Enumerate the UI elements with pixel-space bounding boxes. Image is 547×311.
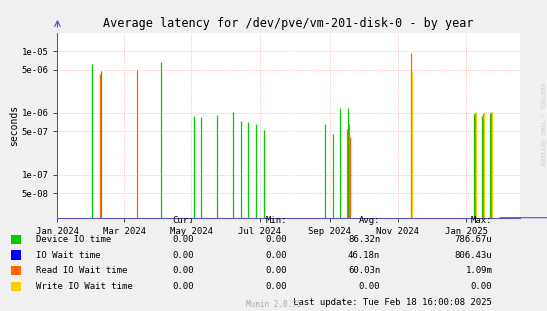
Text: 0.00: 0.00 xyxy=(471,282,492,291)
Text: 86.32n: 86.32n xyxy=(348,235,380,244)
Text: 60.03n: 60.03n xyxy=(348,266,380,275)
Text: Write IO Wait time: Write IO Wait time xyxy=(36,282,132,291)
Text: 0.00: 0.00 xyxy=(266,251,287,259)
Text: Last update: Tue Feb 18 16:00:08 2025: Last update: Tue Feb 18 16:00:08 2025 xyxy=(293,298,492,307)
Y-axis label: seconds: seconds xyxy=(9,104,19,146)
Title: Average latency for /dev/pve/vm-201-disk-0 - by year: Average latency for /dev/pve/vm-201-disk… xyxy=(103,17,474,30)
Text: Max:: Max: xyxy=(471,216,492,225)
Text: 46.18n: 46.18n xyxy=(348,251,380,259)
Text: 806.43u: 806.43u xyxy=(455,251,492,259)
Text: Cur:: Cur: xyxy=(173,216,194,225)
Text: IO Wait time: IO Wait time xyxy=(36,251,100,259)
Text: 786.67u: 786.67u xyxy=(455,235,492,244)
Text: Read IO Wait time: Read IO Wait time xyxy=(36,266,127,275)
Text: Munin 2.0.75: Munin 2.0.75 xyxy=(246,300,301,309)
Text: 0.00: 0.00 xyxy=(173,251,194,259)
Text: Device IO time: Device IO time xyxy=(36,235,111,244)
Text: 0.00: 0.00 xyxy=(359,282,380,291)
Text: Avg:: Avg: xyxy=(359,216,380,225)
Text: Min:: Min: xyxy=(266,216,287,225)
Text: 0.00: 0.00 xyxy=(173,266,194,275)
Text: RRDTOOL / TOBI OETIKER: RRDTOOL / TOBI OETIKER xyxy=(539,83,544,166)
Text: 0.00: 0.00 xyxy=(173,235,194,244)
Text: 0.00: 0.00 xyxy=(266,282,287,291)
Text: 0.00: 0.00 xyxy=(173,282,194,291)
Text: 1.09m: 1.09m xyxy=(465,266,492,275)
Text: 0.00: 0.00 xyxy=(266,266,287,275)
Text: 0.00: 0.00 xyxy=(266,235,287,244)
